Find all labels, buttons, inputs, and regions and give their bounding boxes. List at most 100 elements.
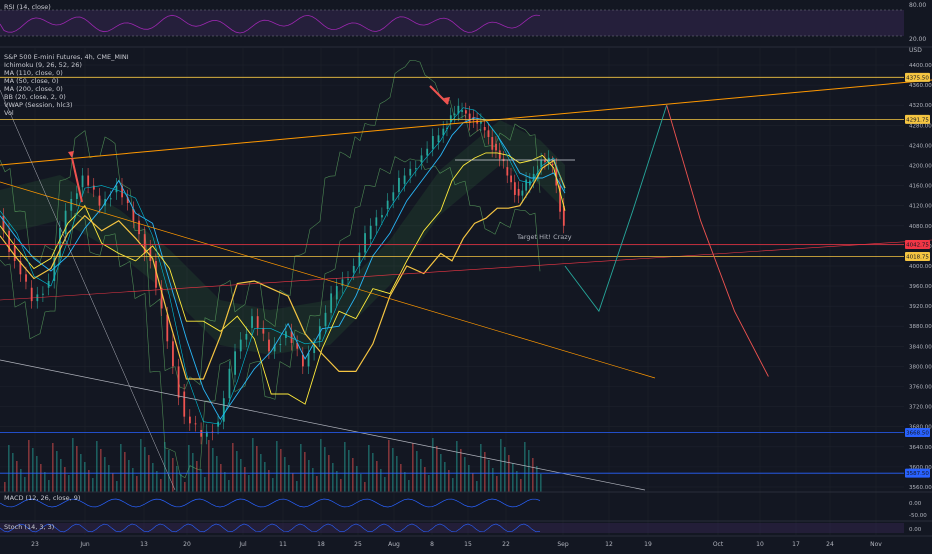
x-tick-label: 11 (279, 541, 287, 548)
volume-bar (216, 456, 218, 492)
bb-upper (0, 60, 541, 390)
candle-body (64, 210, 67, 235)
stoch-band (0, 523, 904, 533)
volume-bar (492, 468, 494, 492)
candle-body (53, 257, 56, 282)
candle-body (70, 198, 73, 211)
volume-bar (88, 470, 90, 492)
candle-body (521, 190, 524, 196)
x-tick-label: 13 (140, 541, 148, 548)
y-tick-label: 3800.00 (909, 364, 932, 370)
volume-bar (32, 448, 34, 492)
legend-ma50[interactable]: MA (50, close, 0) (4, 77, 59, 85)
volume-bar (64, 467, 66, 492)
volume-bar (348, 450, 350, 492)
x-tick-label: 10 (756, 541, 764, 548)
x-tick-label: Oct (713, 541, 724, 548)
projection-up-path (564, 105, 668, 313)
volume-bar (252, 438, 254, 492)
legend-ma110[interactable]: MA (110, close, 0) (4, 69, 63, 77)
candle-body (358, 252, 361, 266)
candle-body (25, 274, 27, 282)
volume-bar (144, 447, 146, 492)
stoch-pane-title: Stoch (14, 3, 3) (4, 523, 55, 531)
candle-body (222, 398, 225, 422)
candle-body (81, 175, 84, 188)
x-tick-label: Jun (79, 541, 90, 548)
arrow-top-head (444, 97, 450, 104)
volume-bar (172, 458, 174, 492)
legend-vwap[interactable]: VWAP (Session, hlc3) (4, 101, 73, 109)
candle-body (98, 195, 101, 206)
x-tick-label: 22 (502, 541, 510, 548)
price-tag-label: 4291.75 (906, 117, 929, 123)
volume-bar (528, 450, 530, 492)
volume-bar (224, 472, 226, 492)
price-tag (905, 114, 930, 124)
macd-tick-label: -50.00 (909, 513, 927, 519)
descending-trendline (0, 181, 656, 379)
volume-bar (100, 449, 102, 492)
ichimoku-cloud (0, 120, 565, 355)
volume-bar (500, 439, 502, 492)
volume-bar (200, 469, 202, 492)
candle-body (506, 167, 509, 176)
candle-body (313, 345, 316, 354)
volume-bar (232, 443, 234, 492)
volume-bar (160, 479, 162, 492)
candle-body (239, 339, 242, 352)
x-tick-label: 15 (464, 541, 472, 548)
legend-bb[interactable]: BB (20, close, 2, 0) (4, 93, 66, 101)
rsi-pane-title: RSI (14, close) (4, 3, 51, 11)
candle-body (386, 200, 389, 210)
candle-body (256, 316, 259, 328)
candle-body (138, 220, 140, 235)
volume-bar (180, 474, 182, 492)
volume-bar (96, 441, 98, 492)
candle-body (381, 215, 383, 218)
legend-ma200[interactable]: MA (200, close, 0) (4, 85, 63, 93)
volume-bar (248, 475, 250, 492)
candle-body (352, 265, 355, 273)
volume-bar (4, 482, 6, 492)
rsi-line (0, 14, 541, 34)
legend-vol[interactable]: Vol (4, 109, 14, 117)
target-annotation: Target Hit! Crazy (517, 233, 572, 241)
legend-ichimoku[interactable]: Ichimoku (9, 26, 52, 26) (4, 61, 82, 69)
volume-bar (332, 463, 334, 492)
candle-body (544, 160, 546, 163)
volume-bar (272, 478, 274, 492)
candle-body (188, 416, 191, 424)
volume-bar (340, 479, 342, 492)
candle-body (307, 353, 310, 367)
candle-body (532, 173, 535, 181)
candle-body (19, 260, 22, 275)
candle-body (149, 247, 152, 261)
volume-bar (444, 462, 446, 492)
volume-bar (432, 438, 434, 492)
y-tick-label: 4160.00 (909, 184, 932, 190)
candle-body (228, 368, 231, 399)
candle-body (426, 148, 429, 156)
volume-bar (68, 475, 70, 492)
volume-bar (540, 474, 542, 492)
candle-body (392, 192, 395, 201)
volume-bar (136, 476, 138, 492)
volume-bar (268, 470, 270, 492)
volume-bar (404, 472, 406, 492)
candle-body (205, 431, 208, 437)
candle-body (403, 175, 406, 184)
volume-bar (304, 452, 306, 492)
candle-body (59, 228, 61, 258)
volume-bar (92, 478, 94, 492)
price-tag-label: 4042.75 (906, 242, 929, 248)
volume-bar (384, 477, 386, 492)
candle-body (398, 177, 400, 193)
volume-bar (16, 461, 18, 492)
candle-body (449, 115, 452, 122)
volume-bar (300, 444, 302, 492)
white-trendline (0, 359, 646, 491)
candle-body (13, 245, 16, 261)
y-tick-label: 4080.00 (909, 224, 932, 230)
